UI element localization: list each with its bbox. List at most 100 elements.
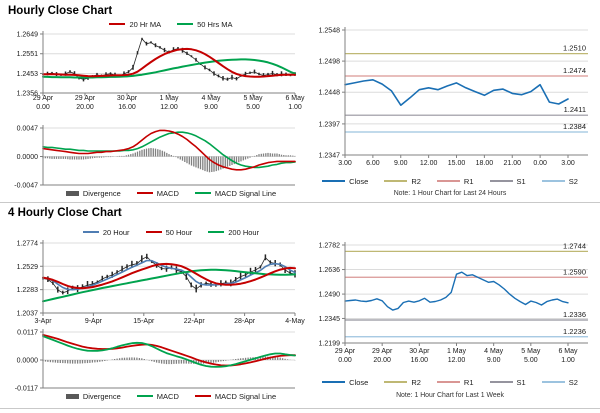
y-axis-labels: 1.2037 1.2283 1.2529 1.2774 xyxy=(17,241,43,318)
legend-swatch-icon xyxy=(65,393,79,399)
gridlines xyxy=(345,244,588,344)
legend-swatch-icon xyxy=(436,180,460,182)
level-label-s1: 1.2336 xyxy=(563,310,586,319)
svg-text:5 May: 5 May xyxy=(521,348,541,355)
svg-text:1.2774: 1.2774 xyxy=(17,241,39,248)
svg-text:15.00: 15.00 xyxy=(448,160,466,167)
weekly-pivot-legend: Close R2 R1 S1 S2 xyxy=(306,377,594,387)
svg-text:20.00: 20.00 xyxy=(373,357,391,364)
svg-text:0.0047: 0.0047 xyxy=(17,126,39,133)
svg-text:4 May: 4 May xyxy=(201,95,221,102)
svg-text:9-Apr: 9-Apr xyxy=(85,318,103,325)
legend-label: R2 xyxy=(411,377,421,387)
legend-label: 20 Hr MA xyxy=(129,19,162,29)
y-axis-labels: 1.2356 1.2453 1.2551 1.2649 xyxy=(17,32,43,98)
svg-text:1.2548: 1.2548 xyxy=(319,28,341,35)
svg-text:16.00: 16.00 xyxy=(118,104,136,111)
legend-label: Divergence xyxy=(82,391,121,401)
svg-text:0.00: 0.00 xyxy=(36,104,50,111)
series-macd xyxy=(42,335,296,368)
axes xyxy=(344,27,588,156)
fourhourly-price-legend: 20 Hour 50 Hour 200 Hour xyxy=(42,227,300,237)
legend-swatch-icon xyxy=(82,231,99,233)
axes xyxy=(42,329,295,389)
gridlines xyxy=(345,29,588,156)
svg-text:29 Apr: 29 Apr xyxy=(372,348,393,355)
legend-swatch-icon xyxy=(436,381,460,383)
legend-item-macd-signal-line: MACD Signal Line xyxy=(194,188,277,198)
y-axis-labels: 0.0047 0.0000 -0.0047 xyxy=(14,126,43,190)
svg-text:20.00: 20.00 xyxy=(76,104,94,111)
svg-text:22-Apr: 22-Apr xyxy=(184,318,206,325)
svg-text:-0.0047: -0.0047 xyxy=(14,183,38,190)
svg-text:30 Apr: 30 Apr xyxy=(409,348,430,355)
x-axis-labels: 29 Apr 0.00 29 Apr 20.00 30 Apr 16.00 1 May 12.… xyxy=(33,93,305,111)
svg-text:0.0000: 0.0000 xyxy=(17,358,39,365)
legend-label: 50 Hrs MA xyxy=(197,19,233,29)
legend-item-divergence: Divergence xyxy=(65,189,121,198)
svg-text:-0.0117: -0.0117 xyxy=(15,386,38,393)
svg-text:12.00: 12.00 xyxy=(448,357,466,364)
legend-label: 20 Hour xyxy=(102,227,130,237)
legend-swatch-icon xyxy=(109,23,126,25)
axes xyxy=(344,242,588,344)
legend-label: R2 xyxy=(411,176,421,186)
svg-text:4-May: 4-May xyxy=(285,318,305,325)
legend-swatch-icon xyxy=(208,231,225,233)
legend-label: 200 Hour xyxy=(228,227,260,237)
legend-item-s1: S1 xyxy=(489,378,526,387)
legend-swatch-icon xyxy=(136,395,153,397)
legend-item-20-hour: 20 Hour xyxy=(82,227,130,237)
svg-text:29 Apr: 29 Apr xyxy=(75,95,96,102)
legend-swatch-icon xyxy=(177,23,194,25)
legend-item-r2: R2 xyxy=(384,177,421,186)
gridlines xyxy=(43,33,295,94)
level-label-s1: 1.2411 xyxy=(564,105,586,114)
legend-item-divergence: Divergence xyxy=(65,391,121,401)
svg-text:1.2636: 1.2636 xyxy=(319,267,341,274)
svg-text:3.00: 3.00 xyxy=(338,160,352,167)
legend-label: Close xyxy=(349,377,369,387)
series-divergence xyxy=(42,148,296,173)
x-axis-labels: 3.00 6.00 9.00 12.00 15.00 18.00 21.00 0.00 3.00 xyxy=(338,155,575,167)
hourly-price-legend: 20 Hr MA 50 Hrs MA xyxy=(42,19,300,29)
legend-label: R1 xyxy=(463,176,474,186)
svg-text:9.00: 9.00 xyxy=(204,104,218,111)
level-label-r1: 1.2474 xyxy=(563,66,586,75)
svg-text:0.0000: 0.0000 xyxy=(17,154,39,161)
legend-label: S2 xyxy=(568,377,578,387)
legend-swatch-icon xyxy=(489,381,513,383)
legend-label: MACD Signal Line xyxy=(214,391,277,401)
x-axis-labels: 3-Apr 9-Apr 15-Apr 22-Apr 28-Apr 4-May xyxy=(34,313,305,325)
series-50hr-ma xyxy=(42,58,296,79)
svg-text:1.2037: 1.2037 xyxy=(17,311,39,318)
svg-text:1.2453: 1.2453 xyxy=(17,71,39,78)
svg-text:21.00: 21.00 xyxy=(503,160,521,167)
weekly-pivot-chart: 1.2744 1.2590 1.2336 1.2236 1.2199 1.2345 1.24… xyxy=(319,241,588,364)
svg-text:28-Apr: 28-Apr xyxy=(234,318,256,325)
svg-text:12.00: 12.00 xyxy=(420,160,438,167)
legend-label: 50 Hour xyxy=(165,227,193,237)
svg-text:29 Apr: 29 Apr xyxy=(33,95,54,102)
legend-swatch-icon xyxy=(145,231,162,233)
svg-text:5.00: 5.00 xyxy=(246,104,260,111)
x-axis-labels: 29 Apr 0.00 29 Apr 20.00 30 Apr 16.00 1 May 12.… xyxy=(335,343,578,364)
svg-text:1.2347: 1.2347 xyxy=(319,153,341,160)
series-macd-signal xyxy=(42,131,296,169)
svg-text:1 May: 1 May xyxy=(159,95,179,102)
svg-text:0.00: 0.00 xyxy=(338,357,352,364)
legend-item-20-hr-ma: 20 Hr MA xyxy=(109,20,161,29)
hourly-pivot-legend: Close R2 R1 S1 S2 xyxy=(306,176,594,186)
legend-label: S1 xyxy=(516,176,526,186)
hourly-macd-chart: 0.0047 0.0000 -0.0047 xyxy=(14,125,296,190)
legend-swatch-icon xyxy=(541,180,565,182)
legend-swatch-icon xyxy=(65,190,79,196)
svg-text:1.2199: 1.2199 xyxy=(319,341,341,348)
legend-label: MACD Signal Line xyxy=(214,188,277,198)
four-hourly-chart-title: 4 Hourly Close Chart xyxy=(8,207,122,219)
legend-swatch-icon xyxy=(384,381,408,383)
svg-text:6.00: 6.00 xyxy=(366,160,380,167)
svg-text:3-Apr: 3-Apr xyxy=(34,318,52,325)
legend-item-s2: S2 xyxy=(541,377,578,387)
y-axis-labels: 1.2347 1.2397 1.2448 1.2498 1.2548 xyxy=(319,28,345,160)
